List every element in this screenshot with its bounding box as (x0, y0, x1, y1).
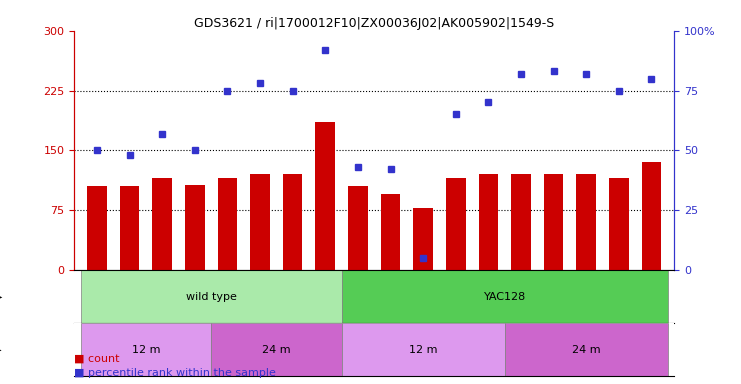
Bar (120, 186, 139, 270)
Bar (381, 194, 400, 270)
Title: GDS3621 / ri|1700012F10|ZX00036J02|AK005902|1549-S: GDS3621 / ri|1700012F10|ZX00036J02|AK005… (194, 17, 554, 30)
Text: 12 m: 12 m (409, 345, 437, 355)
Text: 12 m: 12 m (132, 345, 160, 355)
Text: wild type: wild type (186, 291, 236, 301)
Bar (642, 162, 661, 270)
Text: age ▶: age ▶ (0, 345, 2, 355)
Bar (342, 270, 668, 323)
Bar (576, 174, 596, 270)
Bar (153, 178, 172, 270)
Bar (505, 323, 668, 376)
Bar (283, 174, 302, 270)
Bar (218, 178, 237, 270)
Bar (446, 178, 465, 270)
Bar (511, 174, 531, 270)
Bar (413, 208, 433, 270)
Bar (185, 185, 205, 270)
Bar (81, 270, 342, 323)
Text: genotype/variation ▶: genotype/variation ▶ (0, 291, 2, 301)
Bar (211, 323, 342, 376)
Bar (342, 323, 505, 376)
Bar (544, 174, 563, 270)
Text: 24 m: 24 m (572, 345, 600, 355)
Bar (87, 186, 107, 270)
Bar (479, 174, 498, 270)
Bar (348, 186, 368, 270)
Text: ■ percentile rank within the sample: ■ percentile rank within the sample (74, 368, 276, 378)
Bar (81, 323, 211, 376)
Text: ■ count: ■ count (74, 354, 119, 364)
Text: 24 m: 24 m (262, 345, 290, 355)
Bar (316, 122, 335, 270)
Text: YAC128: YAC128 (484, 291, 526, 301)
Bar (609, 178, 628, 270)
Bar (250, 174, 270, 270)
